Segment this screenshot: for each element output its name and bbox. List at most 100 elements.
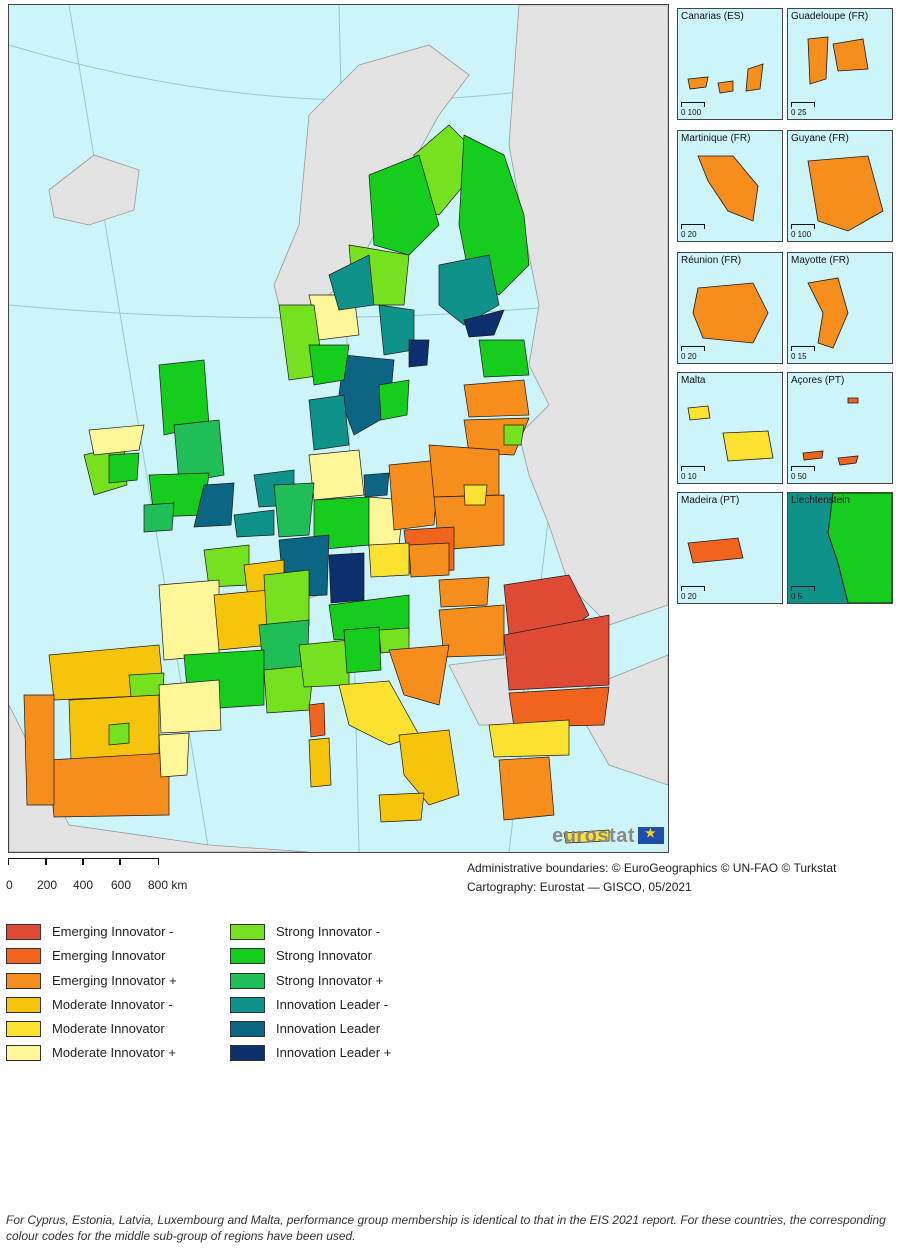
iceland (48, 154, 140, 226)
region-lithuania-vilnius (503, 424, 525, 446)
inset-title: Guyane (FR) (791, 133, 849, 144)
inset-title: Réunion (FR) (681, 255, 742, 266)
legend-label: Strong Innovator (276, 948, 373, 964)
inset-svg (788, 493, 892, 603)
inset-scale-label: 0 5 (791, 592, 803, 601)
non-eu-land (9, 5, 668, 852)
region-germany-west (273, 482, 315, 538)
inset-map: Guyane (FR) 0 100 (787, 130, 893, 242)
inset-title: Madeira (PT) (681, 495, 740, 506)
region-bulgaria (508, 686, 610, 728)
region-germany-north (308, 449, 365, 501)
region-italy-north-west (298, 639, 350, 688)
eurostat-logo: eurostat (552, 825, 664, 848)
region-finland-south (438, 254, 500, 326)
inset-scale-bar (791, 586, 815, 591)
region-crete (563, 829, 610, 844)
inset-map: Canarias (ES) 0 100 (677, 8, 783, 120)
legend-label: Emerging Innovator (52, 948, 166, 964)
region-germany-berlin (363, 472, 390, 498)
inset-scale: 0 25 (791, 102, 815, 117)
region-corsica (308, 702, 326, 738)
inset-scale-bar (791, 346, 815, 351)
inset-region (827, 493, 892, 603)
legend-swatch (230, 924, 265, 940)
legend-swatch (230, 1021, 265, 1038)
legend-label: Strong Innovator - (276, 924, 381, 939)
inset-map: Réunion (FR) 0 20 (677, 252, 783, 364)
region-france-west (158, 579, 220, 661)
region-finland-helsinki (463, 309, 505, 338)
main-map: eurostat (8, 4, 669, 853)
region-england-north (173, 419, 225, 484)
legend-swatch (230, 996, 265, 1013)
inset-region (687, 63, 764, 94)
scale-label: 800 km (148, 878, 188, 892)
region-finland-east (458, 134, 530, 296)
scale-label: 600 (111, 878, 132, 892)
legend-label: Emerging Innovator - (52, 924, 174, 939)
region-sweden-smaland (378, 379, 410, 421)
region-estonia (478, 339, 530, 378)
region-poland-warsaw (463, 484, 488, 506)
region-portugal (23, 694, 55, 806)
region-czechia-west (368, 542, 410, 578)
region-italy-north-east (343, 626, 382, 674)
inset-scale-label: 0 10 (681, 472, 697, 481)
legend-swatch (6, 996, 41, 1013)
region-sweden-south (338, 354, 395, 436)
inset-scale-bar (681, 102, 705, 107)
region-croatia (388, 644, 450, 706)
region-norway-north (328, 254, 375, 311)
inset-region (802, 397, 859, 466)
legend-label: Innovation Leader (276, 1021, 381, 1037)
inset-scale-label: 0 100 (681, 108, 702, 117)
inset-scale-label: 0 25 (791, 108, 807, 117)
legend-swatch (230, 1045, 265, 1062)
inset-map: Mayotte (FR) 0 15 (787, 252, 893, 364)
inset-scale-bar (791, 466, 815, 471)
inset-region (807, 36, 869, 85)
inset-map: Madeira (PT) 0 20 (677, 492, 783, 604)
inset-scale-bar (681, 224, 705, 229)
inset-map: Martinique (FR) 0 20 (677, 130, 783, 242)
legend-label: Strong Innovator + (276, 972, 384, 988)
inset-svg (687, 537, 744, 564)
inset-title: Mayotte (FR) (791, 255, 850, 266)
region-italy-south (398, 729, 460, 806)
region-spain-south (48, 752, 170, 818)
inset-svg (697, 155, 759, 222)
inset-region (687, 537, 744, 564)
inset-scale: 0 100 (681, 102, 705, 117)
region-denmark (308, 394, 350, 451)
inset-title: Canarias (ES) (681, 11, 744, 22)
region-czechia-east (408, 542, 450, 578)
inset-scale-bar (681, 586, 705, 591)
turkey (568, 654, 668, 786)
legend-swatch (6, 924, 41, 940)
inset-scale-label: 0 20 (681, 230, 697, 239)
region-slovakia (438, 576, 490, 608)
inset-scale: 0 5 (791, 586, 815, 601)
inset-scale-bar (681, 346, 705, 351)
region-greece-north (488, 719, 570, 758)
inset-svg (807, 36, 869, 85)
inset-svg (802, 397, 859, 466)
inset-title: Guadeloupe (FR) (791, 11, 869, 22)
inset-title: Martinique (FR) (681, 133, 751, 144)
inset-scale: 0 20 (681, 224, 705, 239)
inset-scale: 0 50 (791, 466, 815, 481)
inset-scale-label: 0 50 (791, 472, 807, 481)
inset-scale: 0 100 (791, 224, 815, 239)
inset-scale: 0 20 (681, 586, 705, 601)
inset-scale-label: 0 15 (791, 352, 807, 361)
legend-label: Moderate Innovator - (52, 996, 173, 1012)
region-sicily (378, 792, 425, 823)
region-sweden-north (368, 154, 440, 256)
region-belgium (233, 509, 275, 538)
region-romania-south (503, 614, 610, 691)
legend-swatch (230, 948, 265, 965)
inset-svg (807, 155, 884, 232)
inset-scale-label: 0 20 (681, 352, 697, 361)
credits-boundaries: Administrative boundaries: © EuroGeograp… (467, 861, 837, 875)
